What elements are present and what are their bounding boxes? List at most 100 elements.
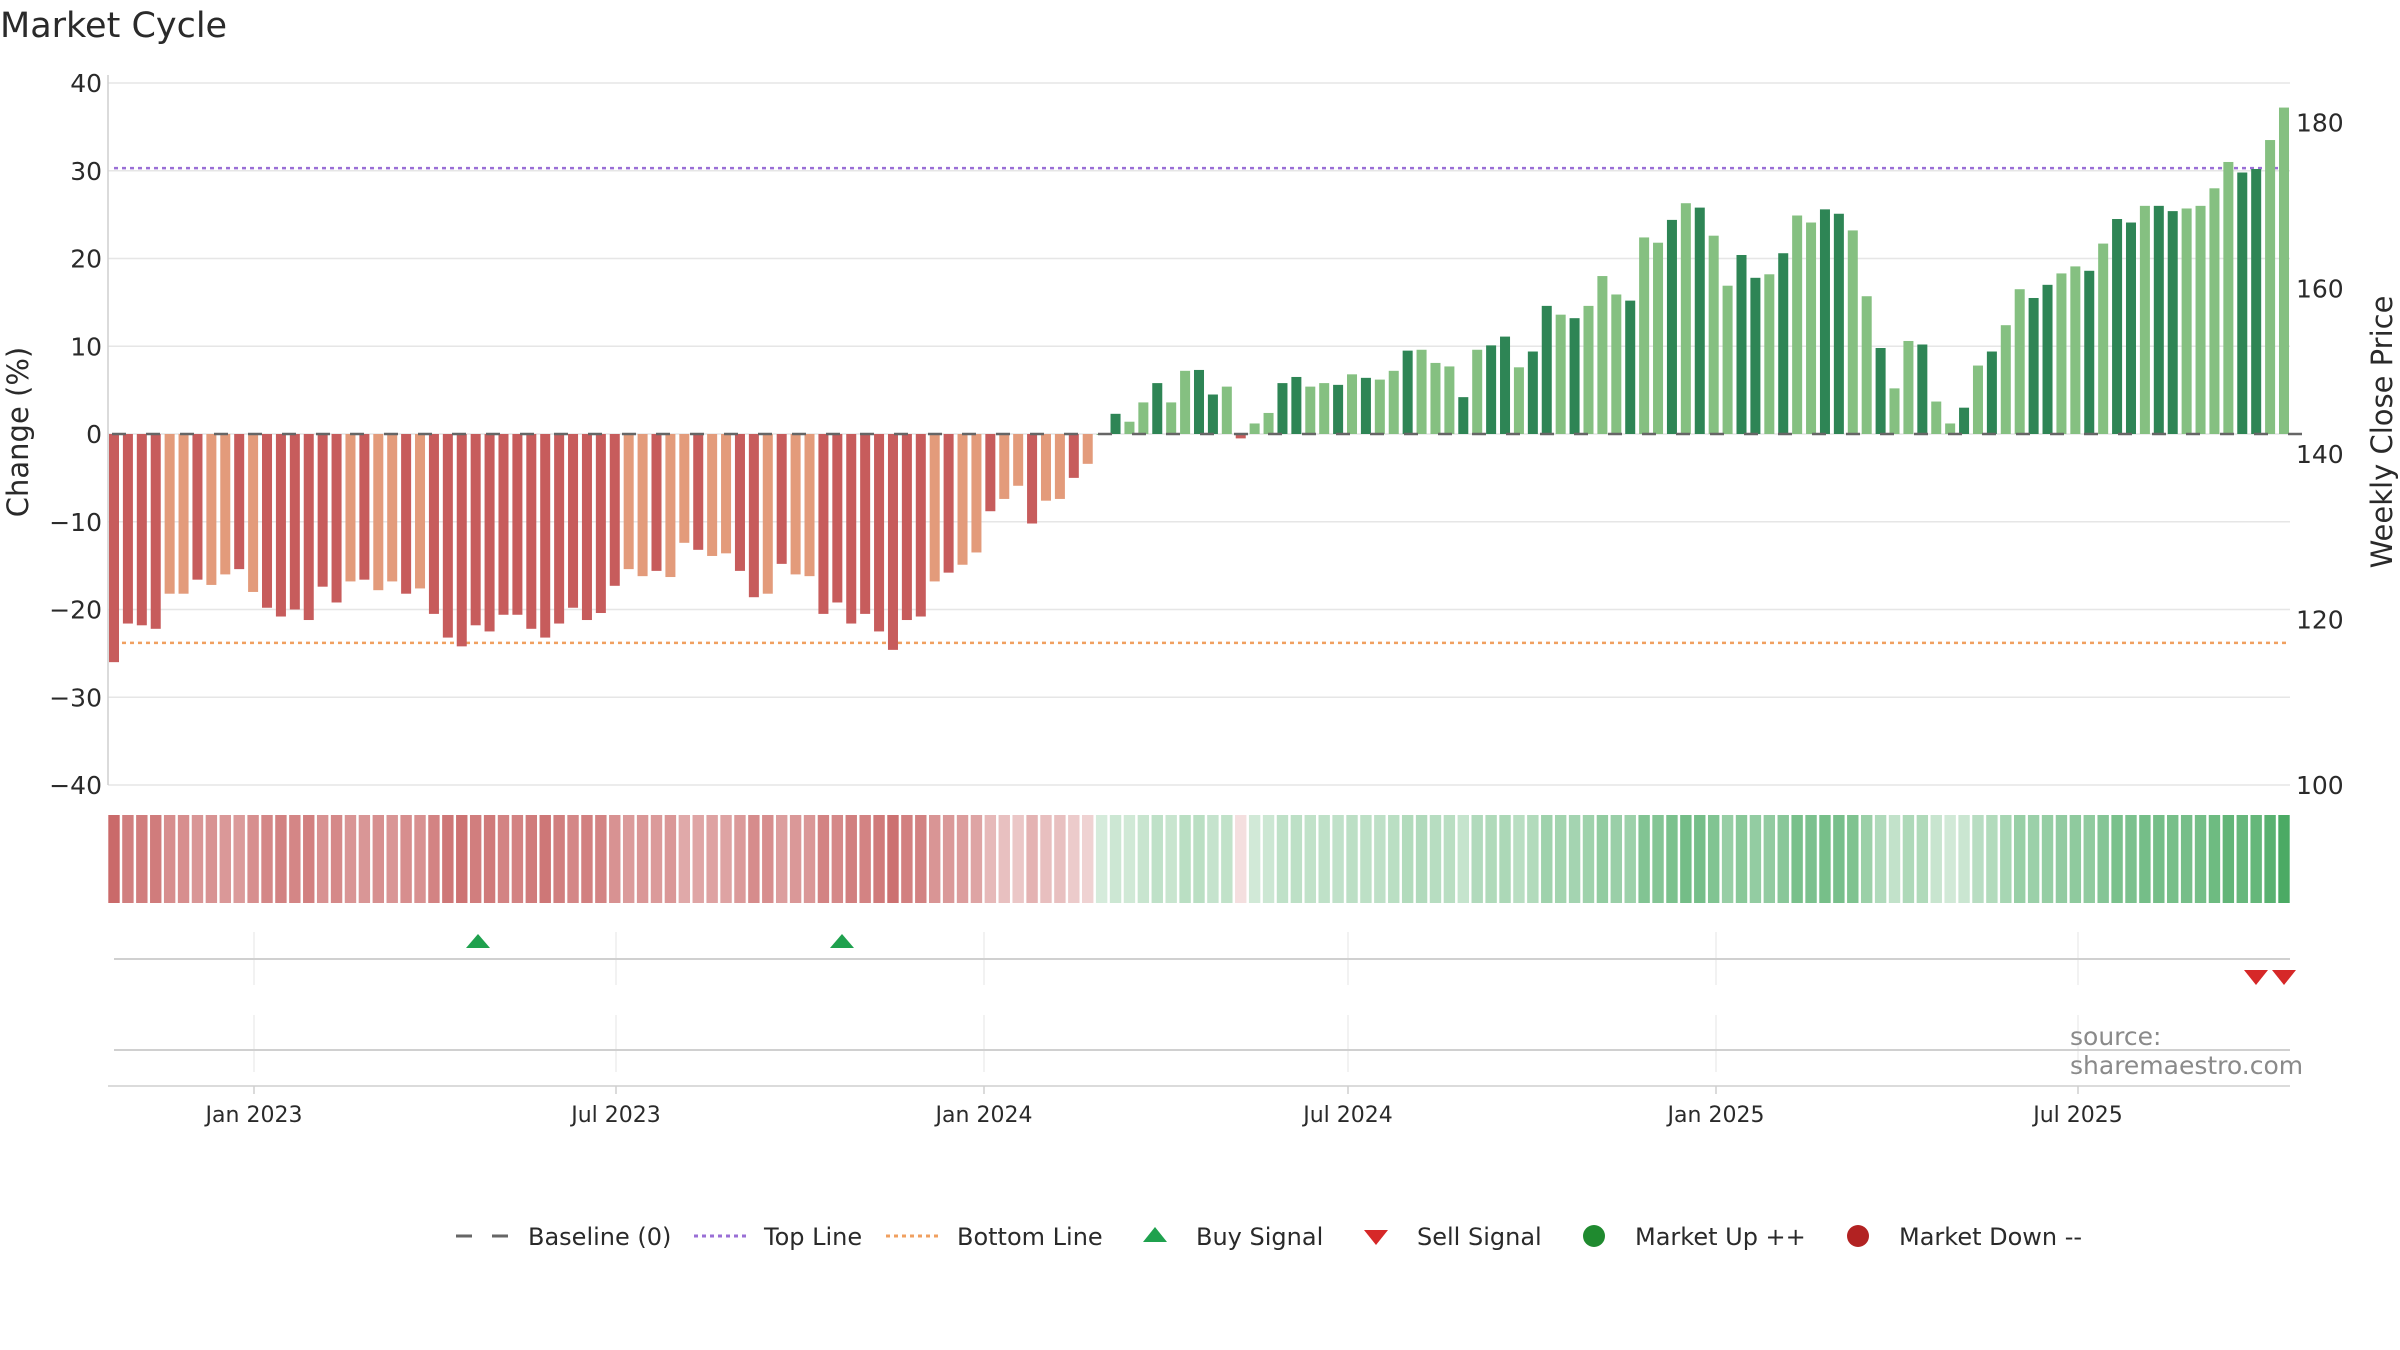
change-bar [1027,434,1038,524]
heat-cell [1429,815,1442,903]
change-bar [1764,274,1775,434]
change-bar [1458,397,1469,434]
heat-cell [998,815,1010,903]
heat-cell [1054,815,1066,903]
change-bar [150,434,161,629]
sell-signal-marker [2272,970,2296,985]
change-bar [1235,434,1246,439]
heat-cell [1040,815,1052,903]
change-bar [1639,237,1650,434]
legend-top-line: Top Line [694,1223,862,1251]
change-bar [1263,412,1274,434]
x-axis: Jan 2023 Jul 2023 Jan 2024 Jul 2024 Jan 2025… [108,1085,2290,1128]
heat-cell [497,815,510,903]
change-bar [1291,376,1302,434]
heat-cell [817,815,830,903]
heat-cell [831,815,844,903]
change-bar [331,434,342,603]
legend: Baseline (0) Top Line Bottom Line Buy Signa… [456,1223,2082,1251]
heat-cell [330,815,343,903]
heat-cell [1485,815,1497,903]
heat-cell [970,815,983,903]
heat-cell [1137,815,1150,903]
change-bar [2125,222,2136,434]
change-bar [637,434,648,577]
change-bar [818,434,829,614]
heat-cell [511,815,524,903]
heat-cell [1916,815,1929,903]
change-bar [234,434,245,570]
heat-cell [1109,815,1122,903]
change-bar [1416,349,1427,434]
y-tick-label: 30 [70,157,102,186]
heat-cell [1346,815,1358,903]
reference-lines [114,166,2290,645]
heat-cell [2264,815,2276,903]
change-bar [526,434,537,629]
change-bar [512,434,523,615]
change-bar [1889,388,1900,434]
change-bar [1861,296,1872,434]
y-tick-label: −40 [49,771,102,800]
change-bar [1959,407,1970,434]
heat-cell [1513,815,1525,903]
heat-cell [1596,815,1609,903]
x-tick-label: Jul 2024 [1301,1103,1393,1128]
change-bar [1444,366,1455,434]
heat-cell [428,815,440,903]
change-bar [248,434,259,592]
heat-cell [1791,815,1803,903]
change-bar [1207,394,1218,434]
heat-cell [1026,815,1038,903]
heat-cell [191,815,204,903]
y-tick-label: −30 [49,683,102,712]
change-bar [2167,211,2178,434]
change-bar [470,434,481,626]
change-bar [901,434,912,621]
change-bar [1792,215,1803,434]
heat-cell [1095,815,1108,903]
legend-label: Baseline (0) [528,1223,671,1251]
change-bar [1124,421,1135,434]
heat-cell [650,815,663,903]
signal-panels [114,932,2296,1072]
change-bar [2139,205,2150,434]
heat-cell [1680,815,1692,903]
change-bar [609,434,620,586]
change-bar [1666,219,1677,434]
legend-label: Buy Signal [1196,1223,1323,1251]
x-tick-label: Jan 2024 [934,1103,1033,1128]
heat-cell [720,815,732,903]
change-bar [1110,413,1121,434]
heat-cell [1568,815,1581,903]
change-bar [1945,423,1956,434]
heat-cell [1123,815,1136,903]
change-bar [748,434,759,598]
legend-market-down: Market Down -- [1847,1223,2082,1251]
heat-cell [956,815,969,903]
change-bar [1750,277,1761,434]
change-bar [484,434,495,632]
heat-cell [942,815,955,903]
change-bar [2028,297,2039,434]
change-bar [178,434,189,594]
heat-cell [2194,815,2207,903]
heat-cell [859,815,871,903]
heat-cell [414,815,426,903]
heat-cell [2180,815,2193,903]
heat-cell [1179,815,1191,903]
change-bar [1611,294,1622,434]
change-bar [929,434,940,582]
source-note: source: sharemaestro.com [2070,1022,2304,1080]
heat-cell [678,815,691,903]
heat-cell [1944,815,1956,903]
change-bar [568,434,579,608]
change-bar [707,434,718,556]
change-bar [456,434,467,647]
heat-cell [1221,815,1233,903]
change-bar [595,434,606,614]
change-bar [1138,402,1149,434]
heat-cell [775,815,788,903]
change-bar [1917,344,1928,434]
change-bar [1541,305,1552,434]
